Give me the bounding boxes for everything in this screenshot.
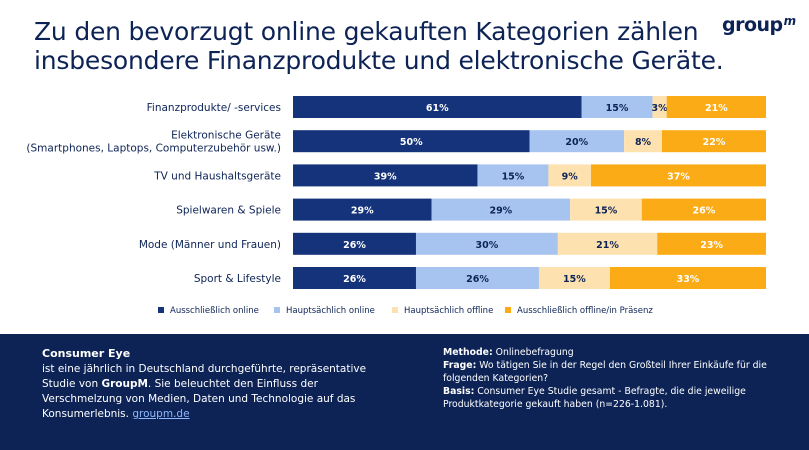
category-label: Mode (Männer und Frauen) — [139, 239, 281, 251]
footer-methodology: Methode: Onlinebefragung Frage: Wo tätig… — [443, 346, 783, 411]
data-label: 20% — [565, 137, 588, 148]
category-label: Finanzprodukte/ -services — [147, 102, 281, 114]
page-title: Zu den bevorzugt online gekauften Katego… — [34, 17, 724, 75]
category-label: Elektronische Geräte — [171, 130, 281, 142]
bar-segment — [431, 198, 571, 221]
legend-label: Hauptsächlich offline — [404, 306, 493, 316]
footer-panel: Consumer Eye ist eine jährlich in Deutsc… — [0, 334, 809, 450]
legend-label: Hauptsächlich online — [286, 306, 375, 316]
title-line-2: insbesondere Finanzprodukte und elektron… — [34, 46, 724, 75]
logo-sup: m — [783, 14, 797, 28]
bar-segment — [661, 130, 766, 153]
question-line: Frage: Wo tätigen Sie in der Regel den G… — [443, 359, 783, 385]
bar-segment — [657, 232, 766, 255]
bar-segment — [538, 267, 610, 289]
bar-segment — [548, 164, 591, 187]
legend-swatch — [158, 307, 164, 313]
basis-line: Basis: Consumer Eye Studie gesamt - Befr… — [443, 385, 783, 411]
bar-segment — [590, 164, 766, 187]
basis-label: Basis: — [443, 386, 475, 397]
groupm-logo: groupm — [722, 14, 796, 36]
bar-segment — [293, 130, 530, 153]
category-label: Spielwaren & Spiele — [176, 205, 281, 217]
data-label: 50% — [400, 137, 423, 148]
bar-segment — [641, 198, 766, 221]
bar-segment — [609, 267, 766, 289]
data-label: 29% — [351, 206, 374, 217]
data-label: 26% — [343, 274, 366, 285]
footer-link[interactable]: groupm.de — [132, 408, 190, 420]
bar-segment — [557, 232, 658, 255]
bar-segment — [652, 96, 667, 118]
data-label: 22% — [703, 137, 726, 148]
data-label: 29% — [489, 206, 512, 217]
bar-segment — [624, 130, 662, 153]
bar-segment — [570, 198, 642, 221]
stacked-bar-chart: Finanzprodukte/ -services 61% 15% 3% 21% Elek… — [26, 96, 766, 316]
method-text: Onlinebefragung — [492, 347, 574, 358]
method-label: Methode: — [443, 347, 493, 358]
bar-segment — [293, 198, 432, 221]
data-label: 3% — [652, 103, 669, 114]
method-line: Methode: Onlinebefragung — [443, 346, 783, 359]
legend-swatch — [505, 307, 511, 313]
data-label: 21% — [705, 103, 728, 114]
basis-text: Consumer Eye Studie gesamt - Befragte, d… — [443, 386, 746, 410]
data-label: 15% — [595, 206, 618, 217]
bar-segment — [293, 96, 582, 118]
data-label: 30% — [476, 240, 499, 251]
bar-segment — [529, 130, 625, 153]
data-label: 15% — [606, 103, 629, 114]
bar-segment — [293, 232, 416, 255]
bar-segment — [293, 267, 416, 289]
bar-segment — [415, 267, 539, 289]
bar-segment — [666, 96, 766, 118]
data-label: 33% — [677, 274, 700, 285]
bar-segment — [581, 96, 653, 118]
legend-label: Ausschließlich online — [170, 306, 259, 316]
footer-description: Consumer Eye ist eine jährlich in Deutsc… — [42, 346, 372, 422]
data-label: 8% — [635, 137, 652, 148]
data-label: 61% — [426, 103, 449, 114]
bar-segment — [415, 232, 558, 255]
legend-swatch — [392, 307, 398, 313]
footer-brand: GroupM — [101, 378, 148, 390]
category-label: Sport & Lifestyle — [194, 273, 281, 285]
data-label: 15% — [502, 171, 525, 182]
legend-swatch — [274, 307, 280, 313]
footer-title: Consumer Eye — [42, 347, 131, 360]
footer-text-2: . Sie beleuchtet den Einfluss der Versch… — [42, 378, 356, 420]
logo-text: group — [722, 14, 783, 36]
legend-label: Ausschließlich offline/in Präsenz — [517, 306, 653, 316]
data-label: 39% — [374, 171, 397, 182]
data-label: 26% — [343, 240, 366, 251]
data-label: 37% — [667, 171, 690, 182]
title-line-1: Zu den bevorzugt online gekauften Katego… — [34, 17, 699, 46]
category-label: (Smartphones, Laptops, Computerzubehör u… — [26, 143, 281, 155]
bar-segment — [293, 164, 478, 187]
data-label: 23% — [700, 240, 723, 251]
data-label: 26% — [693, 206, 716, 217]
data-label: 9% — [562, 171, 579, 182]
footer-text-1: ist eine jährlich in Deutschland durchge… — [42, 363, 367, 390]
question-text: Wo tätigen Sie in der Regel den Großteil… — [443, 360, 767, 384]
bar-segment — [477, 164, 549, 187]
data-label: 15% — [563, 274, 586, 285]
category-label: TV und Haushaltsgeräte — [153, 170, 281, 182]
question-label: Frage: — [443, 360, 477, 371]
data-label: 26% — [466, 274, 489, 285]
data-label: 21% — [596, 240, 619, 251]
